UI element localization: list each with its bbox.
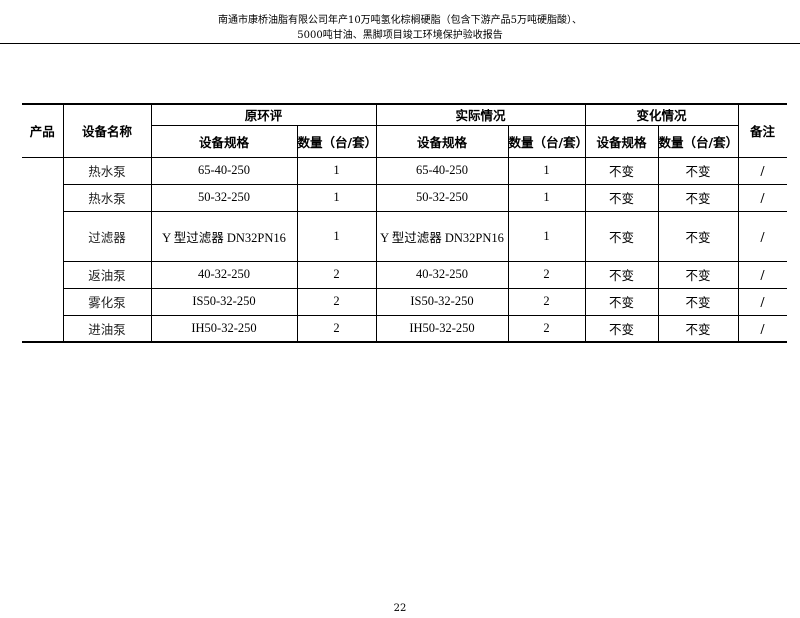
cell-name: 进油泵: [63, 314, 152, 343]
cell-act-spec: 40-32-250: [375, 260, 509, 289]
table-row: 雾化泵 IS50-32-250 2 IS50-32-250 2 不变 不变 /: [22, 287, 787, 316]
header-name: 设备名称: [62, 103, 152, 158]
cell-act-spec: IS50-32-250: [375, 287, 509, 316]
cell-orig-spec: Y 型过滤器 DN32PN16: [150, 210, 298, 262]
cell-orig-qty: 2: [296, 260, 377, 289]
cell-act-spec: IH50-32-250: [375, 314, 509, 343]
cell-chg-spec: 不变: [584, 314, 659, 343]
cell-act-qty: 1: [507, 156, 586, 185]
cell-chg-spec: 不变: [584, 260, 659, 289]
header-chg-qty: 数量（台/套）: [657, 124, 738, 158]
cell-orig-spec: 65-40-250: [150, 156, 298, 185]
header-orig-spec: 设备规格: [151, 124, 298, 158]
cell-chg-qty: 不变: [657, 314, 739, 343]
cell-orig-spec: 40-32-250: [150, 260, 298, 289]
table-row: 进油泵 IH50-32-250 2 IH50-32-250 2 不变 不变 /: [22, 314, 787, 343]
cell-act-qty: 2: [507, 260, 586, 289]
cell-act-qty: 1: [507, 210, 586, 262]
cell-chg-qty: 不变: [657, 260, 739, 289]
cell-orig-qty: 1: [296, 156, 377, 185]
cell-orig-qty: 1: [296, 183, 377, 212]
header-product: 产品: [22, 103, 64, 158]
cell-orig-qty: 2: [296, 314, 377, 343]
header-line-2: 5000吨甘油、黑脚项目竣工环境保护验收报告: [297, 30, 503, 41]
header-actual: 实际情况: [375, 103, 586, 126]
cell-act-spec: 65-40-250: [375, 156, 509, 185]
cell-name: 热水泵: [62, 156, 152, 185]
cell-act-spec: Y 型过滤器 DN32PN16: [375, 210, 509, 262]
header-change: 变化情况: [584, 103, 739, 126]
page-number: 22: [393, 603, 407, 614]
cell-remark: /: [737, 260, 787, 289]
cell-remark: /: [737, 156, 787, 185]
table-row: 返油泵 40-32-250 2 40-32-250 2 不变 不变 /: [22, 260, 787, 289]
header-divider: [0, 43, 800, 44]
table-row: 过滤器 Y 型过滤器 DN32PN16 1 Y 型过滤器 DN32PN16 1 不变 不变 /: [22, 210, 787, 262]
cell-remark: /: [737, 183, 787, 212]
header-line-1: 南通市康桥油脂有限公司年产10万吨氢化棕榈硬脂（包含下游产品5万吨硬脂酸）、: [217, 15, 583, 26]
cell-chg-qty: 不变: [657, 287, 739, 316]
cell-act-spec: 50-32-250: [375, 183, 509, 212]
cell-name: 返油泵: [63, 260, 152, 289]
cell-orig-spec: IS50-32-250: [150, 287, 298, 316]
header-orig-qty: 数量（台/套）: [296, 124, 377, 158]
cell-orig-qty: 1: [296, 210, 377, 262]
cell-remark: /: [737, 287, 787, 316]
cell-orig-qty: 2: [296, 287, 377, 316]
table-row: 热水泵 65-40-250 1 65-40-250 1 不变 不变 /: [22, 156, 787, 343]
product-cell: [22, 156, 64, 343]
cell-orig-spec: 50-32-250: [150, 183, 298, 212]
cell-chg-spec: 不变: [584, 287, 659, 316]
cell-orig-spec: IH50-32-250: [150, 314, 298, 343]
header-act-qty: 数量（台/套）: [507, 124, 588, 158]
cell-chg-spec: 不变: [584, 156, 659, 185]
cell-remark: /: [737, 210, 787, 262]
cell-chg-spec: 不变: [584, 183, 659, 212]
cell-chg-spec: 不变: [584, 210, 659, 262]
header-chg-spec: 设备规格: [584, 124, 659, 158]
cell-chg-qty: 不变: [657, 183, 739, 212]
table-row: 热水泵 50-32-250 1 50-32-250 1 不变 不变 /: [22, 183, 787, 212]
cell-chg-qty: 不变: [657, 210, 739, 262]
cell-name: 过滤器: [63, 210, 152, 262]
cell-name: 热水泵: [63, 183, 152, 212]
cell-act-qty: 2: [507, 314, 586, 343]
running-header: 南通市康桥油脂有限公司年产10万吨氢化棕榈硬脂（包含下游产品5万吨硬脂酸）、 5…: [0, 13, 800, 43]
header-original: 原环评: [150, 103, 377, 126]
cell-act-qty: 2: [507, 287, 586, 316]
cell-chg-qty: 不变: [657, 156, 739, 185]
cell-name: 雾化泵: [63, 287, 152, 316]
header-remark: 备注: [737, 103, 787, 158]
header-act-spec: 设备规格: [375, 124, 509, 158]
equipment-table: 产品 设备名称 原环评 实际情况 变化情况 备注 设备规格 数量（台/套） 设备…: [22, 103, 787, 343]
cell-act-qty: 1: [507, 183, 586, 212]
cell-remark: /: [737, 314, 787, 343]
